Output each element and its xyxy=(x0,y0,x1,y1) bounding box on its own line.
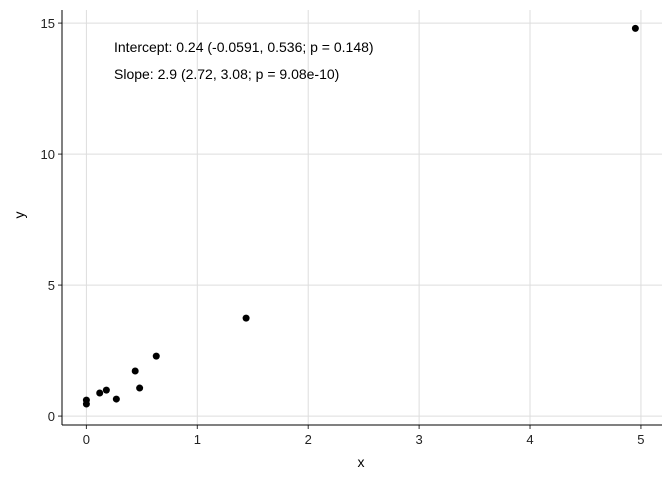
x-tick-label: 4 xyxy=(526,432,533,447)
x-tick-label: 2 xyxy=(305,432,312,447)
point xyxy=(136,384,144,392)
x-tick-label: 1 xyxy=(194,432,201,447)
annotation: Slope: 2.9 (2.72, 3.08; p = 9.08e-10) xyxy=(114,66,339,82)
point xyxy=(242,314,250,322)
x-tick-label: 5 xyxy=(637,432,644,447)
annotation: Intercept: 0.24 (-0.0591, 0.536; p = 0.1… xyxy=(114,39,374,55)
point xyxy=(102,386,110,394)
y-tick-label: 5 xyxy=(48,278,55,293)
point xyxy=(96,389,104,397)
x-tick-label: 3 xyxy=(415,432,422,447)
point xyxy=(152,352,160,360)
point xyxy=(82,396,90,404)
point xyxy=(131,367,139,375)
y-tick-label: 10 xyxy=(41,147,55,162)
y-axis-label: y xyxy=(11,212,27,219)
y-tick-label: 0 xyxy=(48,409,55,424)
point xyxy=(112,395,120,403)
x-axis-label: x xyxy=(358,454,365,470)
point xyxy=(631,24,639,32)
y-tick-label: 15 xyxy=(41,16,55,31)
x-tick-label: 0 xyxy=(83,432,90,447)
